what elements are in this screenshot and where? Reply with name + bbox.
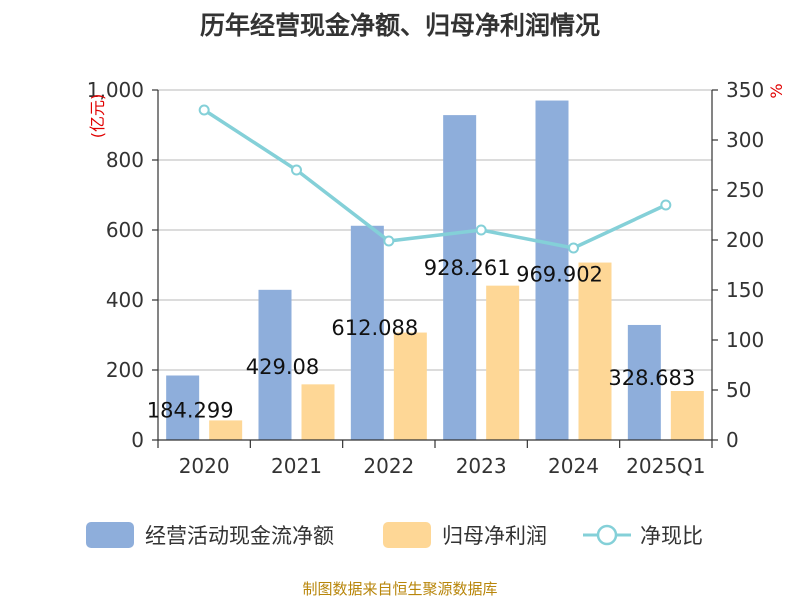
left-tick-label: 200 [106,358,144,382]
bar-net-profit [301,384,335,440]
left-tick-label: 800 [106,148,144,172]
right-tick-label: 100 [726,328,764,352]
ratio-point [291,164,302,176]
ratio-line-path [203,108,667,250]
bar-operating-cash-flow [166,375,200,440]
right-tick-label: 250 [726,178,764,202]
data-label: 184.299 [147,398,234,422]
data-label: 969.902 [516,263,603,287]
bar-operating-cash-flow [535,100,569,440]
bar-operating-cash-flow [627,324,661,440]
data-label: 429.08 [246,355,319,379]
data-labels: 184.299 429.08 612.088 928.261 969.902 328.68… [147,256,696,422]
data-label: 928.261 [424,256,511,280]
legend-swatch-ratio-marker [596,524,618,546]
x-tick-label: 2025Q1 [626,454,705,478]
left-tick-label: 1,000 [87,78,144,102]
x-tick-label: 2022 [363,454,414,478]
legend-swatch-operating-cash-flow [86,522,134,548]
left-tick-label: 600 [106,218,144,242]
source-note: 制图数据来自恒生聚源数据库 [302,580,497,598]
ratio-point [198,104,210,116]
ratio-line [198,104,672,254]
right-tick-label: 0 [726,428,739,452]
left-axis-unit: (亿元) [88,94,107,139]
ratio-point [568,242,579,254]
bars [166,100,704,441]
axes: 0 200 400 600 800 1,000 0 50 100 150 200 250 300 350 2… [87,78,764,478]
data-label: 328.683 [608,366,695,390]
right-tick-label: 200 [726,228,764,252]
x-tick-label: 2020 [179,454,230,478]
legend-swatch-net-profit [383,522,431,548]
x-tick-label: 2024 [548,454,599,478]
ratio-point [660,199,672,211]
left-tick-label: 400 [106,288,144,312]
right-axis-unit: % [767,83,786,98]
x-tick-label: 2023 [456,454,507,478]
bar-net-profit [670,391,704,440]
bar-net-profit [209,420,243,440]
bar-net-profit [486,285,520,440]
grid-lines [158,89,712,371]
ratio-point [475,224,487,236]
bar-operating-cash-flow [258,289,292,440]
bar-net-profit [578,262,612,440]
bar-operating-cash-flow [443,115,477,441]
bar-operating-cash-flow [350,225,384,440]
bar-net-profit [393,332,427,440]
x-tick-label: 2021 [271,454,322,478]
legend-label-operating-cash-flow: 经营活动现金流净额 [145,524,334,548]
right-tick-label: 350 [726,78,764,102]
ratio-point [383,235,395,247]
legend-label-net-profit: 归母净利润 [442,524,547,548]
legend: 经营活动现金流净额 归母净利润 净现比 [86,522,703,548]
left-tick-label: 0 [131,428,144,452]
right-tick-label: 50 [726,378,751,402]
legend-label-ratio: 净现比 [640,524,703,548]
chart-title: 历年经营现金净额、归母净利润情况 [200,11,600,40]
right-tick-label: 300 [726,128,764,152]
right-tick-label: 150 [726,278,764,302]
data-label: 612.088 [331,316,418,340]
